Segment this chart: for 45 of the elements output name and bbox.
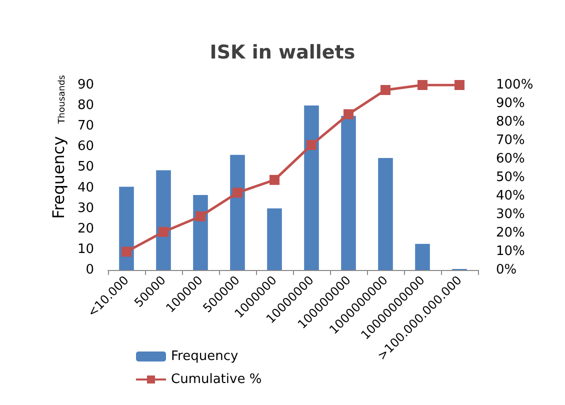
point bbox=[158, 226, 168, 237]
bar bbox=[230, 154, 245, 270]
bar bbox=[415, 244, 430, 270]
bar bbox=[119, 186, 134, 270]
y-tick-label: 80 bbox=[77, 98, 94, 114]
bar bbox=[193, 194, 208, 270]
legend-label: Frequency bbox=[171, 349, 238, 364]
y-tick-label: 20 bbox=[77, 221, 94, 236]
y2-tick-label: 20% bbox=[496, 226, 525, 240]
y2-tick-label: 30% bbox=[496, 207, 525, 222]
point bbox=[232, 188, 242, 198]
y2-tick-label: 70% bbox=[496, 133, 525, 148]
point bbox=[122, 246, 132, 257]
y-tick-label: 60 bbox=[77, 139, 94, 154]
y-tick-label: 30 bbox=[77, 200, 94, 216]
bar bbox=[156, 170, 171, 270]
bar bbox=[341, 116, 356, 270]
legend-label: Cumulative % bbox=[171, 372, 262, 387]
y2-tick-label: 50% bbox=[496, 170, 525, 185]
y-axis-title: Frequency bbox=[49, 136, 68, 219]
bar bbox=[304, 106, 319, 270]
y2-tick-label: 0% bbox=[496, 262, 517, 278]
y-tick-label: 50 bbox=[77, 160, 94, 175]
point bbox=[454, 80, 464, 90]
y-tick-label: 70 bbox=[77, 118, 94, 134]
y-tick-label: 90 bbox=[77, 78, 94, 92]
y-tick-label: 0 bbox=[86, 262, 94, 278]
y2-tick-label: 10% bbox=[496, 244, 525, 259]
point bbox=[270, 174, 280, 185]
point bbox=[380, 84, 390, 95]
y2-tick-label: 80% bbox=[496, 114, 525, 130]
point bbox=[196, 211, 206, 222]
y2-tick-label: 40% bbox=[496, 188, 525, 204]
chart-title: ISK in wallets bbox=[210, 42, 356, 64]
text: Thousands bbox=[58, 74, 68, 125]
y-tick-label: 10 bbox=[77, 242, 94, 257]
bar bbox=[267, 208, 282, 270]
point bbox=[306, 140, 316, 150]
point bbox=[344, 109, 354, 120]
y2-tick-label: 90% bbox=[496, 96, 525, 111]
bar bbox=[378, 158, 393, 270]
y-tick-label: 40 bbox=[77, 180, 94, 196]
y2-tick-label: 60% bbox=[496, 152, 525, 166]
y2-tick-label: 100% bbox=[496, 78, 534, 92]
point bbox=[418, 80, 428, 90]
